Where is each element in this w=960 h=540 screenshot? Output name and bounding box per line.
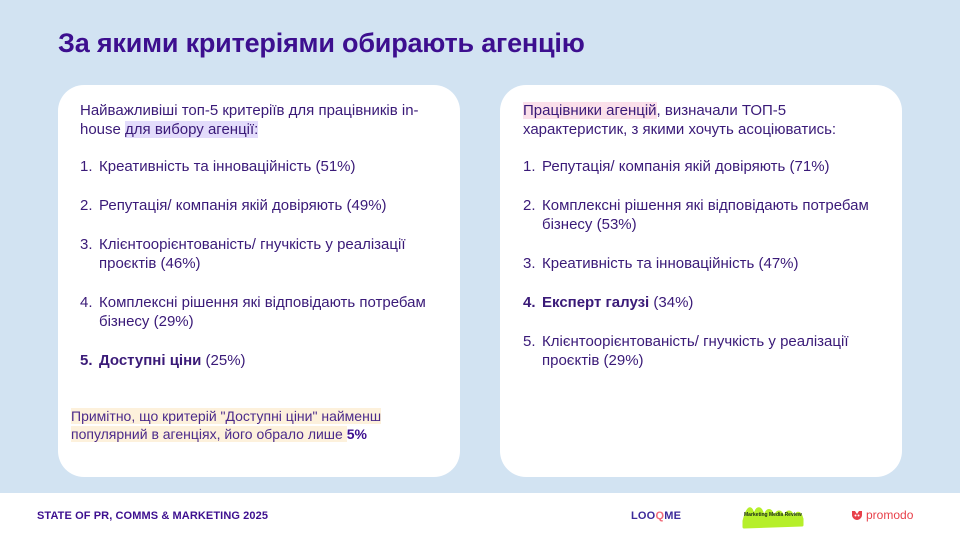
intro-text: , визначали ТОП-5 характеристик, з якими… [523, 102, 837, 138]
note-highlight-value: 5% [346, 426, 367, 442]
item-percent: (51%) [311, 158, 356, 175]
looqme-logo: LOOQME [631, 510, 681, 522]
item-label: Креативність та інноваційність [99, 158, 312, 175]
item-label: Креативність та інноваційність [542, 255, 755, 272]
item-label: Репутація/ компанія якій довіряють [542, 158, 786, 175]
item-percent: (25%) [201, 352, 246, 369]
item-label: Комплексні рішення які відповідають потр… [99, 294, 426, 330]
in-house-criteria-card: Найважливіші топ-5 критеріїв для працівн… [58, 85, 460, 477]
item-percent: (47%) [754, 255, 799, 272]
item-percent: (46%) [156, 255, 201, 272]
item-percent: (29%) [599, 352, 644, 369]
logo-text: Q [655, 510, 665, 522]
criteria-item: 5. Клієнтоорієнтованість/ гнучкість у реа… [523, 332, 888, 370]
criteria-item: 1. Креативність та інноваційність (51%) [80, 157, 446, 176]
in-house-criteria-list: 1. Креативність та інноваційність (51%) 2… [80, 157, 446, 370]
agency-intro: Працівники агенцій, визначали ТОП-5 хара… [523, 101, 888, 139]
item-number: 2. [80, 197, 93, 214]
item-percent: (49%) [342, 197, 387, 214]
report-name: STATE OF PR, COMMS & MARKETING 2025 [37, 510, 269, 522]
item-number: 5. [80, 352, 93, 369]
mmr-scribble-icon [742, 507, 804, 529]
promodo-logo: promodo [851, 508, 913, 522]
criteria-item: 3. Креативність та інноваційність (47%) [523, 254, 888, 273]
item-number: 2. [523, 197, 536, 214]
logo-text: Marketing Media Review [744, 512, 802, 518]
item-label: Репутація/ компанія якій довіряють [99, 197, 343, 214]
criteria-item: 2. Репутація/ компанія якій довіряють (49… [80, 196, 446, 215]
item-label: Клієнтоорієнтованість/ гнучкість у реалі… [99, 236, 406, 272]
item-label: Експерт галузі [542, 294, 650, 311]
item-number: 4. [80, 294, 93, 311]
in-house-intro: Найважливіші топ-5 критеріїв для працівн… [80, 101, 446, 139]
item-percent: (29%) [149, 313, 194, 330]
item-number: 1. [80, 158, 93, 175]
item-label: Клієнтоорієнтованість/ гнучкість у реалі… [542, 333, 849, 369]
agency-characteristics-list: 1. Репутація/ компанія якій довіряють (71… [523, 157, 888, 370]
item-number: 4. [523, 294, 536, 311]
item-percent: (34%) [649, 294, 694, 311]
criteria-item: 1. Репутація/ компанія якій довіряють (71… [523, 157, 888, 176]
item-percent: (71%) [785, 158, 830, 175]
logo-text: promodo [866, 508, 914, 522]
item-label: Доступні ціни [99, 352, 202, 369]
intro-highlight: Працівники агенцій [523, 102, 657, 119]
criteria-item: 4. Комплексні рішення які відповідають по… [80, 293, 446, 331]
criteria-item: 5. Доступні ціни (25%) [80, 351, 446, 370]
intro-text: Найважливіші топ-5 критеріїв для працівн… [80, 102, 419, 138]
note-text: Примітно, що критерій "Доступні ціни" на… [71, 408, 382, 442]
item-number: 3. [80, 236, 93, 253]
item-percent: (53%) [592, 216, 637, 233]
agency-characteristics-card: Працівники агенцій, визначали ТОП-5 хара… [500, 85, 902, 477]
intro-highlight: для вибору агенції: [125, 121, 259, 138]
promodo-heart-icon [852, 511, 862, 520]
item-number: 5. [523, 333, 536, 350]
item-number: 3. [523, 255, 536, 272]
page-title: За якими критеріями обирають агенцію [58, 28, 585, 58]
item-label: Комплексні рішення які відповідають потр… [542, 197, 869, 233]
marketing-media-review-logo: Marketing Media Review [740, 501, 806, 531]
logo-text: LOO [631, 510, 656, 522]
price-note: Примітно, що критерій "Доступні ціни" на… [71, 407, 440, 443]
criteria-item: 4. Експерт галузі (34%) [523, 293, 888, 312]
logo-text: ME [664, 510, 682, 522]
item-number: 1. [523, 158, 536, 175]
footer: STATE OF PR, COMMS & MARKETING 2025 LOOQ… [0, 493, 960, 540]
criteria-item: 2. Комплексні рішення які відповідають по… [523, 196, 888, 234]
criteria-item: 3. Клієнтоорієнтованість/ гнучкість у реа… [80, 235, 446, 273]
